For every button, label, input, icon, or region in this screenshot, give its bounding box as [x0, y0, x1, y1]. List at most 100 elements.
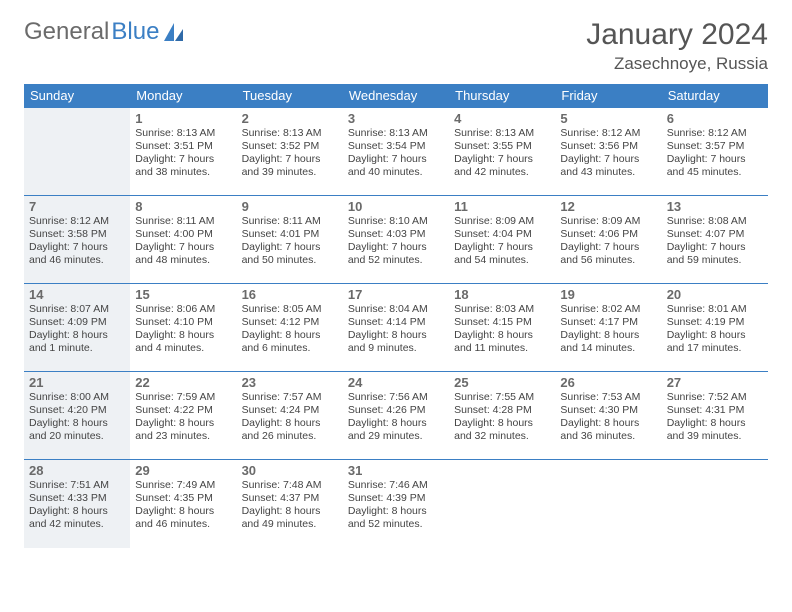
column-header: Saturday	[662, 84, 768, 108]
day-info: Sunrise: 8:01 AMSunset: 4:19 PMDaylight:…	[667, 303, 763, 356]
day-number: 7	[29, 199, 125, 214]
day-number: 31	[348, 463, 444, 478]
day-info: Sunrise: 8:12 AMSunset: 3:57 PMDaylight:…	[667, 127, 763, 180]
day-info: Sunrise: 8:07 AMSunset: 4:09 PMDaylight:…	[29, 303, 125, 356]
calendar-day-cell: 16Sunrise: 8:05 AMSunset: 4:12 PMDayligh…	[237, 284, 343, 372]
day-number: 10	[348, 199, 444, 214]
day-info: Sunrise: 8:12 AMSunset: 3:58 PMDaylight:…	[29, 215, 125, 268]
column-header: Monday	[130, 84, 236, 108]
day-info: Sunrise: 7:51 AMSunset: 4:33 PMDaylight:…	[29, 479, 125, 532]
calendar-week-row: 14Sunrise: 8:07 AMSunset: 4:09 PMDayligh…	[24, 284, 768, 372]
calendar-day-cell: 5Sunrise: 8:12 AMSunset: 3:56 PMDaylight…	[555, 108, 661, 196]
day-info: Sunrise: 8:05 AMSunset: 4:12 PMDaylight:…	[242, 303, 338, 356]
month-title: January 2024	[586, 18, 768, 52]
day-info: Sunrise: 8:06 AMSunset: 4:10 PMDaylight:…	[135, 303, 231, 356]
day-info: Sunrise: 8:11 AMSunset: 4:00 PMDaylight:…	[135, 215, 231, 268]
column-header: Friday	[555, 84, 661, 108]
calendar-day-cell: 15Sunrise: 8:06 AMSunset: 4:10 PMDayligh…	[130, 284, 236, 372]
day-number: 12	[560, 199, 656, 214]
column-header: Tuesday	[237, 84, 343, 108]
day-info: Sunrise: 7:59 AMSunset: 4:22 PMDaylight:…	[135, 391, 231, 444]
day-number: 20	[667, 287, 763, 302]
day-number: 13	[667, 199, 763, 214]
day-number: 1	[135, 111, 231, 126]
day-number: 15	[135, 287, 231, 302]
day-number: 17	[348, 287, 444, 302]
calendar-week-row: 7Sunrise: 8:12 AMSunset: 3:58 PMDaylight…	[24, 196, 768, 284]
calendar-day-cell: 6Sunrise: 8:12 AMSunset: 3:57 PMDaylight…	[662, 108, 768, 196]
day-number: 27	[667, 375, 763, 390]
day-info: Sunrise: 7:53 AMSunset: 4:30 PMDaylight:…	[560, 391, 656, 444]
calendar-table: SundayMondayTuesdayWednesdayThursdayFrid…	[24, 84, 768, 548]
day-info: Sunrise: 8:03 AMSunset: 4:15 PMDaylight:…	[454, 303, 550, 356]
day-info: Sunrise: 8:08 AMSunset: 4:07 PMDaylight:…	[667, 215, 763, 268]
day-number: 9	[242, 199, 338, 214]
day-number: 2	[242, 111, 338, 126]
calendar-day-cell: 14Sunrise: 8:07 AMSunset: 4:09 PMDayligh…	[24, 284, 130, 372]
calendar-day-cell: 2Sunrise: 8:13 AMSunset: 3:52 PMDaylight…	[237, 108, 343, 196]
calendar-week-row: 1Sunrise: 8:13 AMSunset: 3:51 PMDaylight…	[24, 108, 768, 196]
column-header: Thursday	[449, 84, 555, 108]
calendar-day-cell: 3Sunrise: 8:13 AMSunset: 3:54 PMDaylight…	[343, 108, 449, 196]
calendar-week-row: 28Sunrise: 7:51 AMSunset: 4:33 PMDayligh…	[24, 460, 768, 548]
calendar-day-cell: 27Sunrise: 7:52 AMSunset: 4:31 PMDayligh…	[662, 372, 768, 460]
calendar-day-cell: 18Sunrise: 8:03 AMSunset: 4:15 PMDayligh…	[449, 284, 555, 372]
day-info: Sunrise: 8:11 AMSunset: 4:01 PMDaylight:…	[242, 215, 338, 268]
calendar-day-cell: 20Sunrise: 8:01 AMSunset: 4:19 PMDayligh…	[662, 284, 768, 372]
day-number: 16	[242, 287, 338, 302]
logo-sail-icon	[163, 22, 185, 42]
calendar-day-cell: 19Sunrise: 8:02 AMSunset: 4:17 PMDayligh…	[555, 284, 661, 372]
day-info: Sunrise: 8:12 AMSunset: 3:56 PMDaylight:…	[560, 127, 656, 180]
day-number: 4	[454, 111, 550, 126]
calendar-empty-cell	[449, 460, 555, 548]
location: Zasechnoye, Russia	[586, 54, 768, 74]
logo-text-blue: Blue	[111, 18, 159, 46]
day-info: Sunrise: 7:46 AMSunset: 4:39 PMDaylight:…	[348, 479, 444, 532]
day-number: 6	[667, 111, 763, 126]
calendar-day-cell: 21Sunrise: 8:00 AMSunset: 4:20 PMDayligh…	[24, 372, 130, 460]
calendar-day-cell: 11Sunrise: 8:09 AMSunset: 4:04 PMDayligh…	[449, 196, 555, 284]
day-info: Sunrise: 8:02 AMSunset: 4:17 PMDaylight:…	[560, 303, 656, 356]
calendar-day-cell: 26Sunrise: 7:53 AMSunset: 4:30 PMDayligh…	[555, 372, 661, 460]
day-number: 14	[29, 287, 125, 302]
day-number: 30	[242, 463, 338, 478]
day-info: Sunrise: 8:09 AMSunset: 4:04 PMDaylight:…	[454, 215, 550, 268]
logo-text-gray: General	[24, 18, 109, 46]
calendar-empty-cell	[24, 108, 130, 196]
day-info: Sunrise: 8:13 AMSunset: 3:51 PMDaylight:…	[135, 127, 231, 180]
day-info: Sunrise: 7:56 AMSunset: 4:26 PMDaylight:…	[348, 391, 444, 444]
day-number: 8	[135, 199, 231, 214]
day-number: 11	[454, 199, 550, 214]
calendar-day-cell: 1Sunrise: 8:13 AMSunset: 3:51 PMDaylight…	[130, 108, 236, 196]
day-info: Sunrise: 8:13 AMSunset: 3:54 PMDaylight:…	[348, 127, 444, 180]
calendar-day-cell: 12Sunrise: 8:09 AMSunset: 4:06 PMDayligh…	[555, 196, 661, 284]
calendar-day-cell: 30Sunrise: 7:48 AMSunset: 4:37 PMDayligh…	[237, 460, 343, 548]
day-info: Sunrise: 8:10 AMSunset: 4:03 PMDaylight:…	[348, 215, 444, 268]
calendar-day-cell: 9Sunrise: 8:11 AMSunset: 4:01 PMDaylight…	[237, 196, 343, 284]
header: GeneralBlue January 2024 Zasechnoye, Rus…	[24, 18, 768, 74]
day-info: Sunrise: 7:49 AMSunset: 4:35 PMDaylight:…	[135, 479, 231, 532]
column-header: Sunday	[24, 84, 130, 108]
day-info: Sunrise: 8:00 AMSunset: 4:20 PMDaylight:…	[29, 391, 125, 444]
calendar-day-cell: 31Sunrise: 7:46 AMSunset: 4:39 PMDayligh…	[343, 460, 449, 548]
calendar-day-cell: 23Sunrise: 7:57 AMSunset: 4:24 PMDayligh…	[237, 372, 343, 460]
day-number: 21	[29, 375, 125, 390]
day-number: 24	[348, 375, 444, 390]
calendar-day-cell: 28Sunrise: 7:51 AMSunset: 4:33 PMDayligh…	[24, 460, 130, 548]
calendar-day-cell: 10Sunrise: 8:10 AMSunset: 4:03 PMDayligh…	[343, 196, 449, 284]
day-info: Sunrise: 7:48 AMSunset: 4:37 PMDaylight:…	[242, 479, 338, 532]
calendar-day-cell: 24Sunrise: 7:56 AMSunset: 4:26 PMDayligh…	[343, 372, 449, 460]
calendar-day-cell: 13Sunrise: 8:08 AMSunset: 4:07 PMDayligh…	[662, 196, 768, 284]
logo: GeneralBlue	[24, 18, 185, 46]
calendar-empty-cell	[662, 460, 768, 548]
day-number: 23	[242, 375, 338, 390]
calendar-day-cell: 29Sunrise: 7:49 AMSunset: 4:35 PMDayligh…	[130, 460, 236, 548]
day-number: 3	[348, 111, 444, 126]
calendar-day-cell: 8Sunrise: 8:11 AMSunset: 4:00 PMDaylight…	[130, 196, 236, 284]
day-number: 25	[454, 375, 550, 390]
day-number: 19	[560, 287, 656, 302]
day-info: Sunrise: 7:52 AMSunset: 4:31 PMDaylight:…	[667, 391, 763, 444]
day-info: Sunrise: 7:55 AMSunset: 4:28 PMDaylight:…	[454, 391, 550, 444]
day-number: 18	[454, 287, 550, 302]
column-header: Wednesday	[343, 84, 449, 108]
